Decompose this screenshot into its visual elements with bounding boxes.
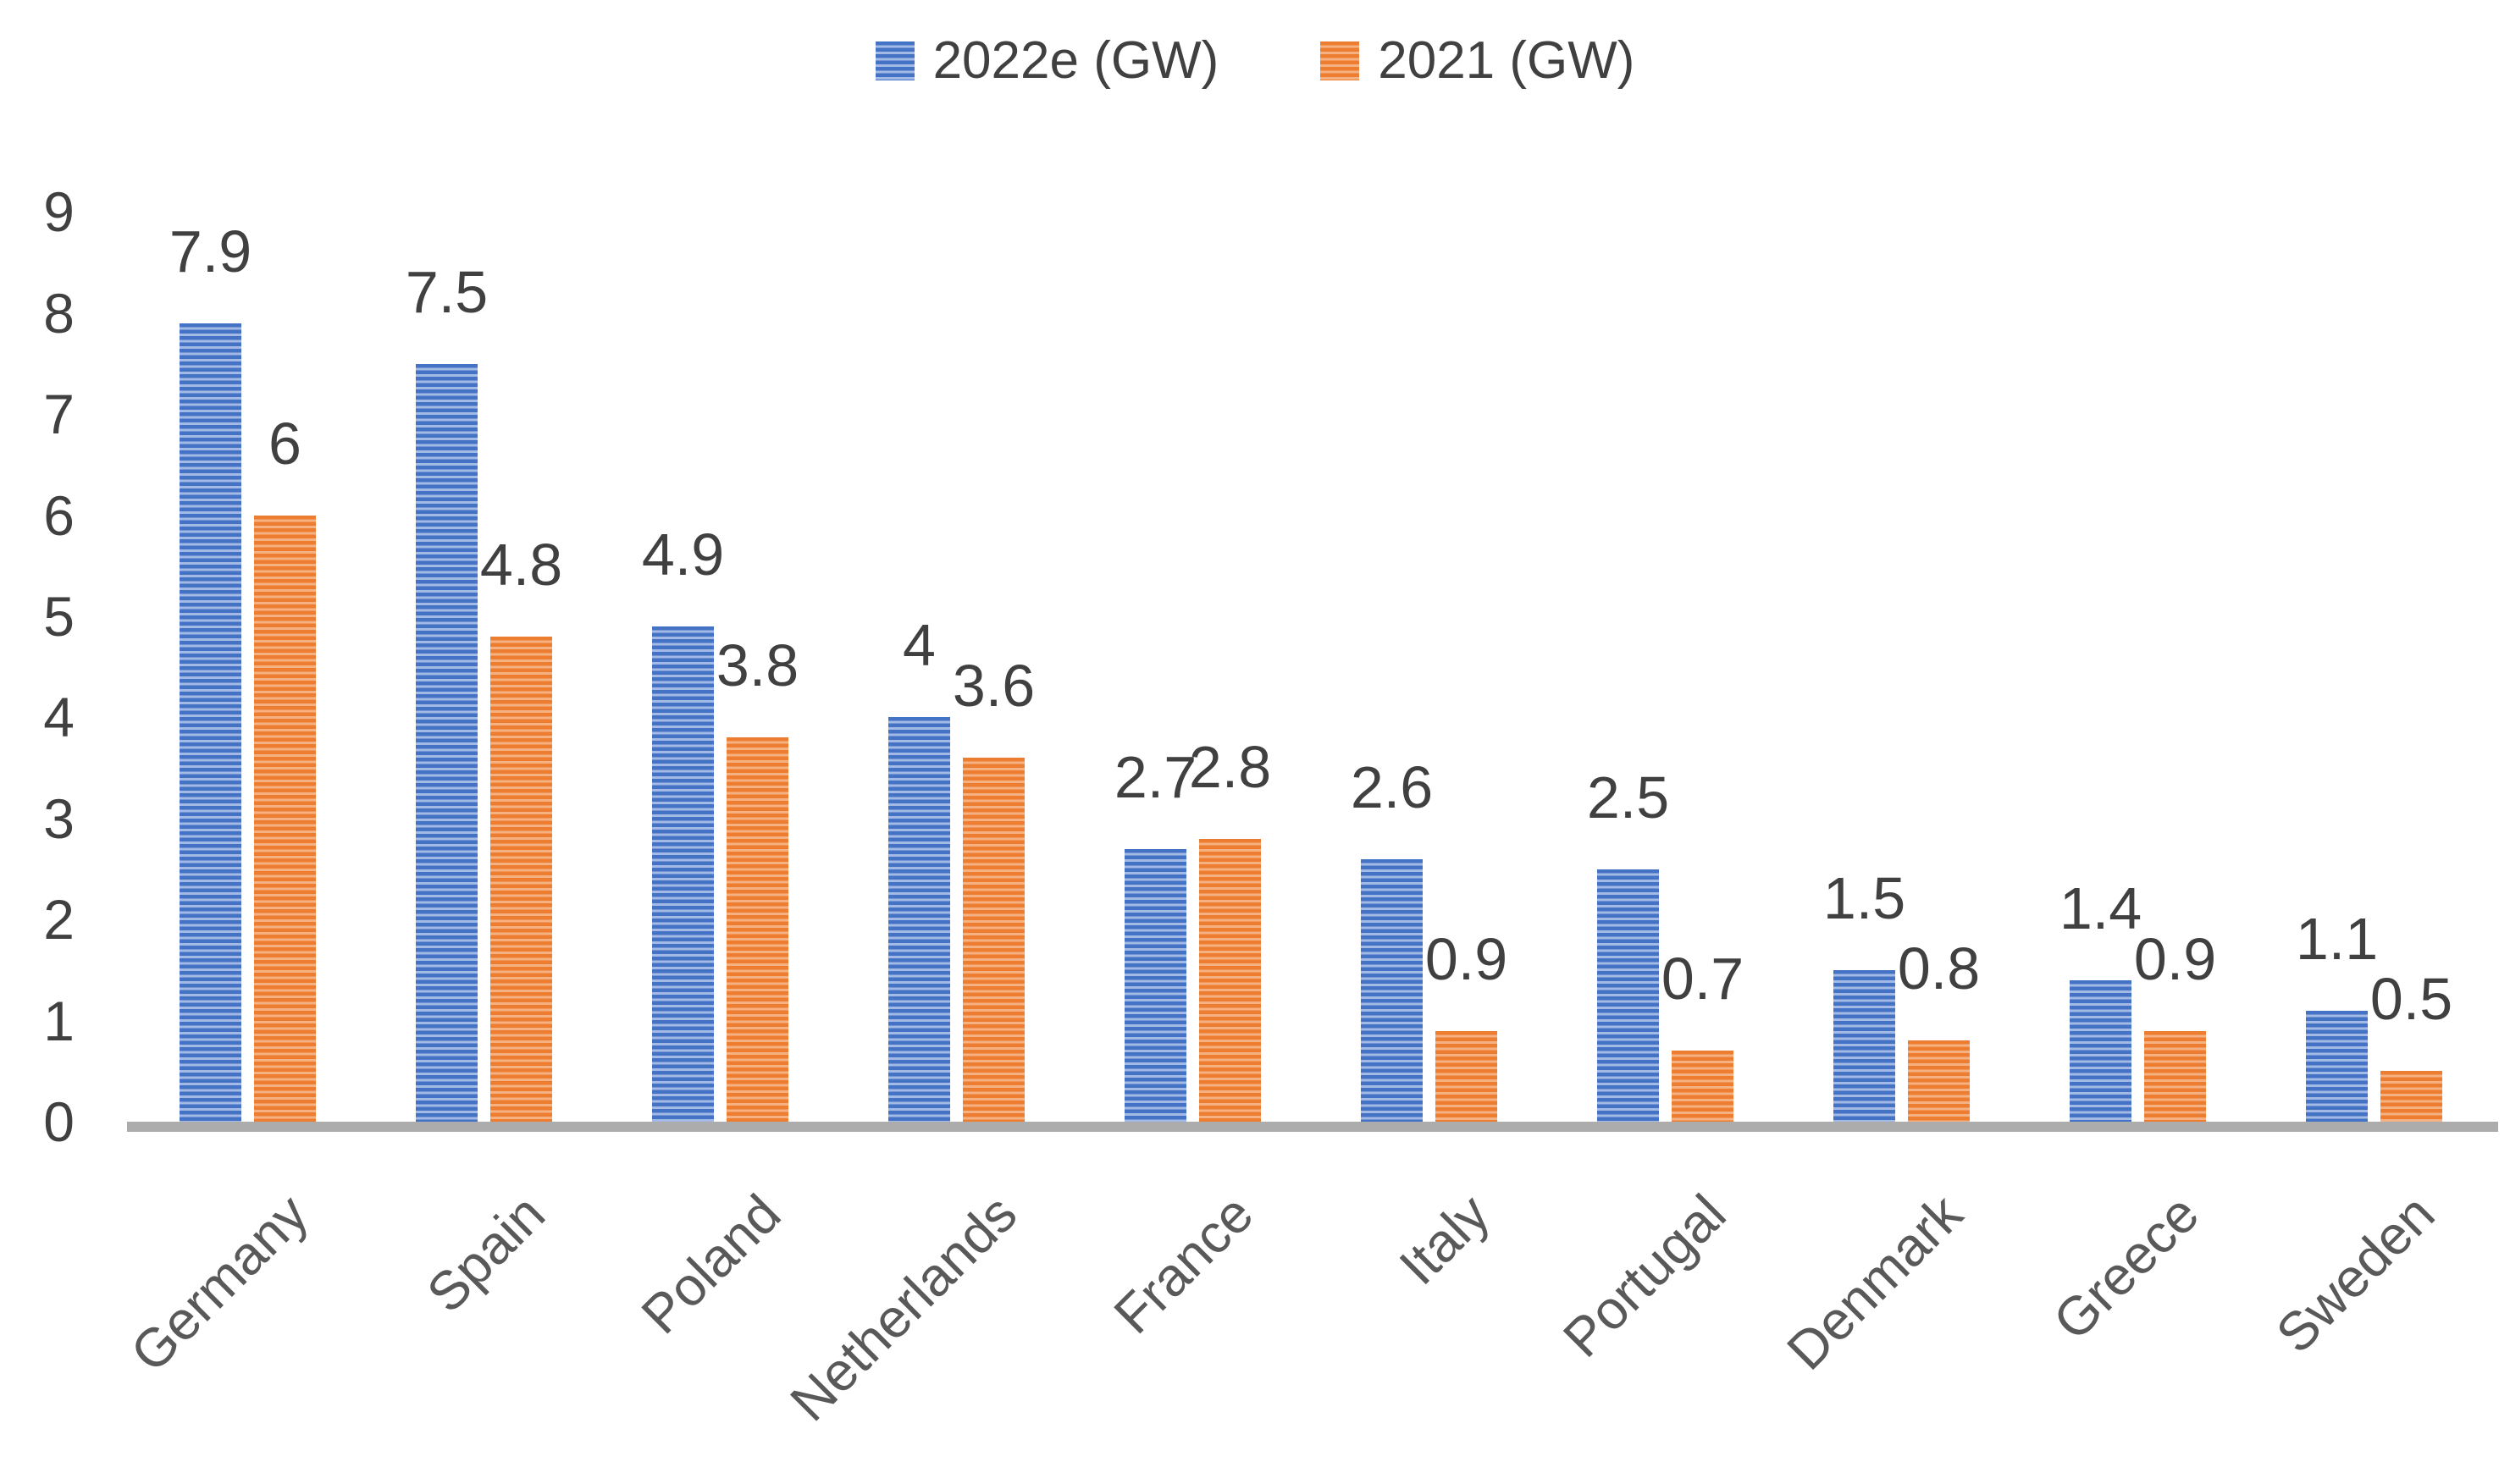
bar-2021-denmark: [1908, 1040, 1970, 1122]
bar-2022e-sweden: [2306, 1010, 2368, 1122]
value-label-2021-sweden: 0.5: [2369, 966, 2453, 1033]
legend-swatch-2022e-icon: [875, 41, 915, 80]
value-label-2022e-spain: 7.5: [405, 258, 489, 325]
category-label-poland: Poland: [629, 1183, 793, 1346]
y-tick-label-7: 7: [43, 383, 75, 446]
value-label-2022e-portugal: 2.5: [1586, 764, 1670, 830]
legend-swatch-2021-icon: [1320, 41, 1360, 80]
category-label-portugal: Portugal: [1551, 1183, 1738, 1369]
value-label-2021-italy: 0.9: [1424, 925, 1508, 992]
value-label-2022e-italy: 2.6: [1350, 753, 1434, 820]
value-label-2022e-poland: 4.9: [641, 521, 725, 588]
value-label-2021-netherlands: 3.6: [952, 653, 1036, 720]
y-tick-label-8: 8: [43, 281, 75, 345]
bar-2021-sweden: [2380, 1071, 2442, 1122]
value-label-2021-greece: 0.9: [2133, 925, 2217, 992]
value-label-2022e-denmark: 1.5: [1822, 864, 1906, 931]
value-label-2021-denmark: 0.8: [1897, 935, 1981, 1002]
bar-2021-poland: [727, 737, 788, 1122]
bar-2022e-germany: [180, 323, 241, 1122]
bar-2022e-netherlands: [888, 717, 950, 1122]
category-label-netherlands: Netherlands: [778, 1183, 1029, 1433]
category-label-italy: Italy: [1387, 1183, 1501, 1297]
y-tick-label-0: 0: [43, 1090, 75, 1153]
bar-2021-spain: [490, 636, 552, 1122]
category-label-france: France: [1102, 1183, 1265, 1346]
bar-2022e-poland: [652, 626, 714, 1122]
legend-item-2022e: 2022e (GW): [875, 30, 1219, 91]
value-label-2021-spain: 4.8: [479, 531, 563, 598]
value-label-2021-poland: 3.8: [716, 632, 799, 699]
value-label-2022e-greece: 1.4: [2059, 874, 2142, 941]
bar-2021-germany: [254, 515, 316, 1122]
bar-2022e-greece: [2070, 979, 2131, 1122]
y-tick-label-9: 9: [43, 180, 75, 244]
y-tick-label-1: 1: [43, 989, 75, 1052]
value-label-2021-germany: 6: [268, 410, 301, 477]
value-label-2022e-germany: 7.9: [169, 218, 252, 284]
value-label-2022e-netherlands: 4: [903, 612, 936, 679]
y-tick-label-3: 3: [43, 786, 75, 850]
bar-2022e-denmark: [1833, 969, 1895, 1122]
value-label-2022e-france: 2.7: [1114, 743, 1197, 810]
y-tick-label-4: 4: [43, 686, 75, 749]
bar-2021-netherlands: [963, 758, 1025, 1122]
bar-2021-italy: [1435, 1030, 1497, 1122]
legend-label-2022e: 2022e (GW): [932, 31, 1219, 90]
x-axis-line: [127, 1122, 2498, 1132]
category-label-sweden: Sweden: [2264, 1183, 2446, 1365]
bar-2022e-portugal: [1597, 869, 1659, 1122]
legend: 2022e (GW) 2021 (GW): [0, 30, 2510, 91]
category-label-greece: Greece: [2041, 1183, 2210, 1352]
bar-2022e-france: [1125, 848, 1186, 1122]
legend-item-2021: 2021 (GW): [1320, 30, 1634, 91]
bar-2021-greece: [2144, 1030, 2206, 1122]
legend-label-2021: 2021 (GW): [1378, 31, 1635, 90]
category-label-spain: Spain: [415, 1183, 556, 1324]
y-tick-label-6: 6: [43, 483, 75, 547]
bar-2022e-italy: [1361, 858, 1423, 1122]
bar-2021-portugal: [1672, 1051, 1733, 1122]
y-tick-label-5: 5: [43, 585, 75, 648]
bar-2022e-spain: [416, 363, 478, 1122]
category-label-denmark: Denmark: [1775, 1183, 1974, 1382]
value-label-2022e-sweden: 1.1: [2295, 905, 2379, 972]
category-label-germany: Germany: [119, 1183, 320, 1384]
y-tick-label-2: 2: [43, 888, 75, 952]
value-label-2021-france: 2.8: [1188, 733, 1272, 800]
bar-2021-france: [1199, 838, 1261, 1122]
value-label-2021-portugal: 0.7: [1661, 946, 1744, 1012]
